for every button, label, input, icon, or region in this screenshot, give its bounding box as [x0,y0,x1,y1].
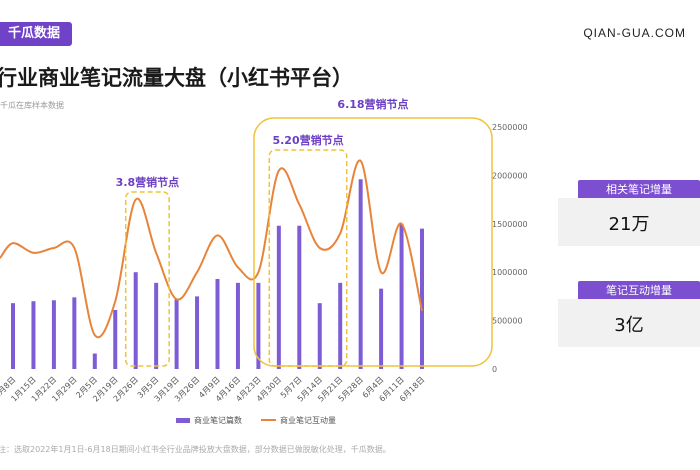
y-tick-label: 0 [492,365,497,374]
y-tick-label: 1500000 [492,220,528,229]
bar [338,282,343,369]
bar [51,300,56,369]
brand-tag: 千瓜数据 [0,22,73,46]
card-interaction-increase-value: 3亿 [614,315,644,336]
bar [133,272,138,369]
bar [72,297,77,369]
footnote: 注：选取2022年1月1日-6月18日期间小红书全行业品牌投放大盘数据，部分数据… [0,445,391,454]
y-tick-label: 2000000 [492,171,528,180]
bar [297,225,302,369]
bar [113,309,118,369]
card-interaction-increase [558,299,700,347]
bar [235,282,240,369]
bar [11,303,15,369]
bar [358,179,363,369]
card-interaction-increase-label: 笔记互动增量 [578,281,700,301]
bar [317,303,322,369]
bar [92,353,97,369]
bar [276,225,281,369]
y-tick-label: 1000000 [492,268,528,277]
annotation-label: 6.18营销节点 [337,97,408,111]
card-note-increase [558,198,700,246]
card-note-increase-value: 21万 [608,214,650,235]
annotation-label: 3.8营销节点 [116,175,180,189]
site-name: QIAN-GUA.COM [583,26,686,40]
bar [31,301,36,369]
legend-swatch-notes [176,418,190,423]
highlight-box [253,117,493,367]
bar [399,223,404,369]
card-note-increase-label: 相关笔记增量 [578,180,700,200]
legend-label-notes: 商业笔记篇数 [194,415,242,425]
bar [174,299,179,369]
bar [256,282,261,369]
series-line-interaction [0,159,423,339]
highlight-box [124,191,170,367]
annotation-label: 5.20营销节点 [272,133,343,147]
bar [195,296,200,369]
legend-label-interaction: 商业笔记互动量 [280,415,336,425]
page-title: 行业商业笔记流量大盘（小红书平台） [0,66,353,90]
chart-subtitle: 千瓜在库样本数据 [0,101,64,110]
bar [154,282,159,369]
y-tick-label: 500000 [492,317,523,326]
bar [420,228,424,369]
y-tick-label: 2500000 [492,123,528,132]
highlight-box [268,149,348,367]
bar [215,278,220,369]
bar [379,288,384,369]
